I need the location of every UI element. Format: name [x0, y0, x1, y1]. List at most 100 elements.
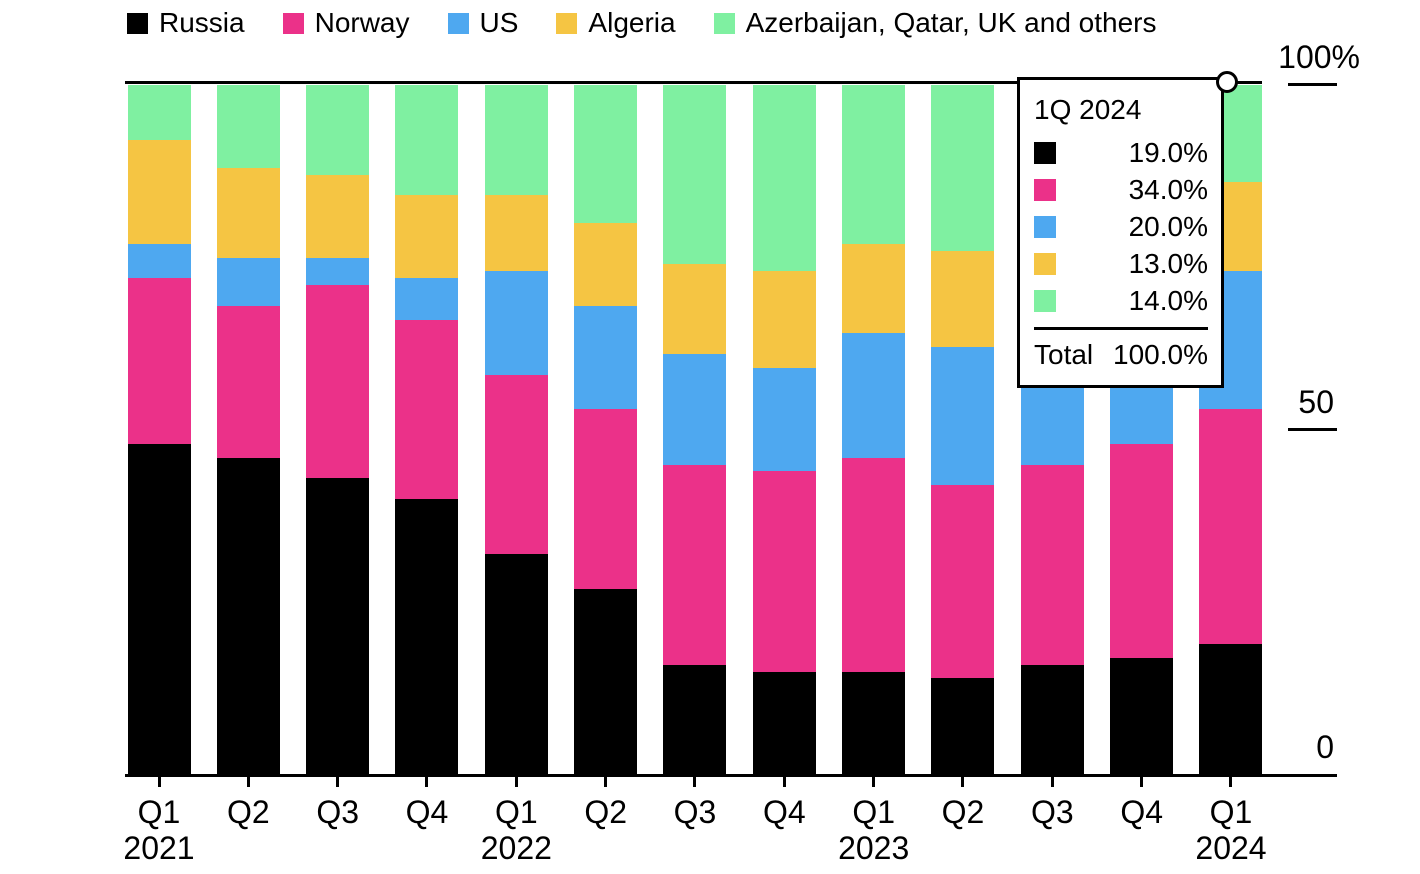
segment-algeria[interactable]: [842, 243, 906, 334]
x-axis-tick: [514, 777, 518, 787]
segment-norway[interactable]: [574, 409, 638, 589]
segment-norway[interactable]: [1020, 464, 1084, 665]
segment-norway[interactable]: [752, 471, 816, 672]
y-axis-label-0: 0: [1316, 729, 1334, 765]
segment-norway[interactable]: [395, 319, 459, 499]
x-axis-tick: [1140, 777, 1144, 787]
legend-swatch-russia: [127, 12, 148, 34]
segment-us[interactable]: [306, 257, 370, 286]
segment-norway[interactable]: [127, 278, 191, 444]
segment-algeria[interactable]: [216, 167, 280, 258]
bar-q1-2022[interactable]: [484, 85, 548, 775]
bar-q3-2022[interactable]: [663, 85, 727, 775]
bar-q1-2023[interactable]: [842, 85, 906, 775]
legend-item-norway: Norway: [282, 8, 410, 38]
x-axis-label-q4-2021: Q4: [405, 794, 449, 830]
tooltip-row-azerbaijan-qatar-uk-and-others: 14.0%: [1034, 282, 1208, 319]
x-axis-tick: [693, 777, 697, 787]
bar-q2-2021[interactable]: [216, 85, 280, 775]
segment-norway[interactable]: [306, 285, 370, 479]
x-axis-year-label-2022: 2022: [480, 830, 552, 866]
segment-norway[interactable]: [1199, 409, 1263, 644]
x-axis-label-q3-2023: Q3: [1030, 794, 1074, 830]
tooltip-row-us: 20.0%: [1034, 208, 1208, 245]
segment-algeria[interactable]: [663, 264, 727, 355]
segment-azerbaijan-qatar-uk-and-others[interactable]: [127, 85, 191, 141]
bar-q4-2021[interactable]: [395, 85, 459, 775]
tooltip-value: 19.0%: [1128, 136, 1208, 168]
x-axis-tick: [961, 777, 965, 787]
segment-us[interactable]: [216, 257, 280, 306]
segment-russia[interactable]: [574, 588, 638, 775]
segment-azerbaijan-qatar-uk-and-others[interactable]: [663, 85, 727, 265]
segment-azerbaijan-qatar-uk-and-others[interactable]: [842, 85, 906, 244]
segment-russia[interactable]: [1110, 657, 1174, 775]
x-axis-tick: [782, 777, 786, 787]
legend-item-algeria: Algeria: [556, 7, 676, 38]
segment-norway[interactable]: [663, 464, 727, 665]
bar-q2-2023[interactable]: [931, 85, 995, 775]
segment-azerbaijan-qatar-uk-and-others[interactable]: [484, 85, 548, 196]
segment-us[interactable]: [842, 333, 906, 458]
segment-algeria[interactable]: [395, 195, 459, 279]
segment-russia[interactable]: [931, 678, 995, 775]
segment-norway[interactable]: [216, 305, 280, 458]
segment-us[interactable]: [931, 347, 995, 486]
segment-algeria[interactable]: [574, 223, 638, 306]
segment-russia[interactable]: [752, 671, 816, 775]
segment-norway[interactable]: [1110, 443, 1174, 658]
x-axis-tick: [336, 777, 340, 787]
segment-russia[interactable]: [484, 554, 548, 775]
bar-q3-2021[interactable]: [306, 85, 370, 775]
segment-azerbaijan-qatar-uk-and-others[interactable]: [395, 85, 459, 196]
segment-us[interactable]: [574, 305, 638, 410]
segment-algeria[interactable]: [752, 271, 816, 368]
segment-azerbaijan-qatar-uk-and-others[interactable]: [306, 85, 370, 175]
tooltip-title: 1Q 2024: [1034, 94, 1142, 125]
segment-russia[interactable]: [306, 478, 370, 775]
tooltip-swatch-norway: [1034, 178, 1056, 201]
legend-label: Algeria: [588, 7, 676, 38]
segment-azerbaijan-qatar-uk-and-others[interactable]: [752, 85, 816, 272]
segment-algeria[interactable]: [306, 174, 370, 258]
x-axis-tick: [1229, 777, 1233, 787]
tooltip: 1Q 2024 19.0% 34.0% 20.0% 13.0% 14.0% Total …: [1017, 77, 1224, 388]
segment-russia[interactable]: [127, 443, 191, 775]
bar-q4-2022[interactable]: [752, 85, 816, 775]
x-axis-label-q2-2022: Q2: [584, 794, 627, 830]
segment-us[interactable]: [127, 243, 191, 279]
bar-q1-2021[interactable]: [127, 85, 191, 775]
segment-us[interactable]: [752, 367, 816, 472]
x-axis-year-label-2023: 2023: [838, 830, 910, 866]
tooltip-row-russia: 19.0%: [1034, 134, 1208, 171]
segment-russia[interactable]: [395, 499, 459, 775]
segment-us[interactable]: [663, 354, 727, 465]
segment-algeria[interactable]: [127, 140, 191, 244]
segment-norway[interactable]: [484, 374, 548, 555]
segment-norway[interactable]: [842, 457, 906, 672]
x-axis-line: [125, 774, 1337, 777]
segment-russia[interactable]: [842, 671, 906, 775]
segment-azerbaijan-qatar-uk-and-others[interactable]: [931, 85, 995, 251]
segment-azerbaijan-qatar-uk-and-others[interactable]: [216, 85, 280, 168]
tooltip-total-label: Total: [1034, 339, 1094, 370]
segment-us[interactable]: [484, 271, 548, 375]
bar-q2-2022[interactable]: [574, 85, 638, 775]
segment-russia[interactable]: [1199, 643, 1263, 775]
segment-azerbaijan-qatar-uk-and-others[interactable]: [574, 85, 638, 224]
x-axis-label-q4-2023: Q4: [1120, 794, 1163, 830]
segment-us[interactable]: [395, 278, 459, 320]
segment-russia[interactable]: [1020, 664, 1084, 775]
segment-russia[interactable]: [216, 457, 280, 775]
tooltip-value: 13.0%: [1128, 247, 1208, 279]
segment-algeria[interactable]: [931, 250, 995, 348]
x-axis-label-q2-2021: Q2: [226, 794, 270, 830]
tooltip-value: 34.0%: [1128, 173, 1208, 205]
segment-algeria[interactable]: [484, 195, 548, 272]
segment-russia[interactable]: [663, 664, 727, 775]
legend-label: Azerbaijan, Qatar, UK and others: [745, 7, 1157, 38]
x-axis-label-q1-2023: Q1: [852, 794, 895, 830]
segment-norway[interactable]: [931, 485, 995, 679]
